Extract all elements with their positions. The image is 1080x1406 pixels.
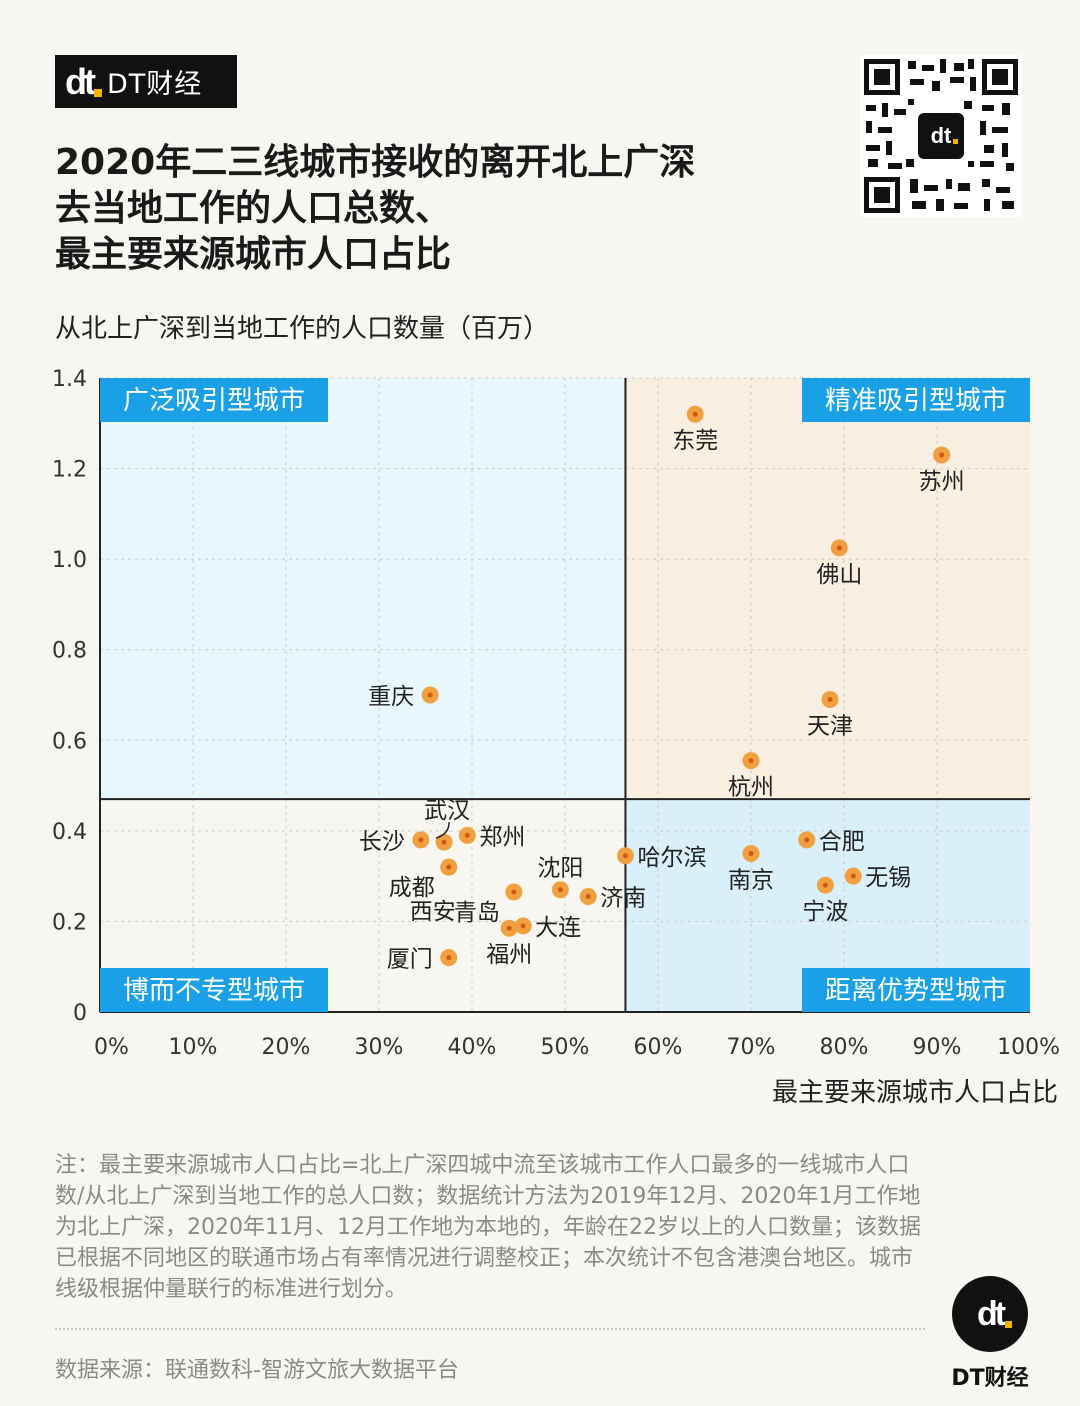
x-tick-label: 100% bbox=[997, 1035, 1060, 1060]
point-label-青岛: 青岛 bbox=[454, 900, 500, 926]
point-label-无锡: 无锡 bbox=[865, 865, 911, 891]
quadrant-label-top-left-bg bbox=[100, 378, 328, 422]
y-tick-label: 1.2 bbox=[52, 458, 87, 483]
brand-dot-icon bbox=[93, 88, 102, 97]
data-point-center bbox=[748, 758, 754, 764]
data-point-center bbox=[441, 839, 447, 845]
brand-logo-mark: dt bbox=[65, 63, 102, 100]
quadrant-label-top-right: 精准吸引型城市 bbox=[825, 386, 1007, 416]
point-label-济南: 济南 bbox=[600, 886, 646, 912]
qr-logo-text: dt bbox=[931, 123, 952, 148]
quadrant-label-bottom-left-bg bbox=[100, 968, 328, 1012]
x-tick-label: 20% bbox=[262, 1035, 311, 1060]
data-point-center bbox=[822, 882, 828, 888]
data-point-center bbox=[622, 853, 628, 859]
title-line-1: 2020年二三线城市接收的离开北上广深 bbox=[55, 142, 696, 183]
y-tick-label: 1.4 bbox=[52, 367, 87, 392]
data-point-center bbox=[836, 545, 842, 551]
data-point-center bbox=[520, 923, 526, 929]
data-point-center bbox=[464, 832, 470, 838]
brand-name: DT财经 bbox=[106, 69, 203, 100]
x-tick-label: 30% bbox=[355, 1035, 404, 1060]
footer-logo-mark: dt bbox=[977, 1297, 1013, 1331]
title-line-2: 去当地工作的人口总数、 bbox=[55, 188, 452, 229]
data-point-center bbox=[827, 697, 833, 703]
point-label-厦门: 厦门 bbox=[387, 947, 433, 973]
footnote: 注：最主要来源城市人口占比=北上广深四城中流至该城市工作人口最多的一线城市人口数… bbox=[55, 1153, 921, 1302]
y-axis-label: 从北上广深到当地工作的人口数量（百万） bbox=[55, 314, 550, 344]
point-label-合肥: 合肥 bbox=[819, 829, 865, 855]
data-point-center bbox=[511, 889, 517, 895]
data-point-center bbox=[939, 452, 945, 458]
point-label-西安: 西安 bbox=[410, 899, 456, 925]
data-point-center bbox=[427, 692, 433, 698]
quadrant-label-bottom-right-bg bbox=[802, 968, 1030, 1012]
y-tick-label: 0.4 bbox=[52, 820, 87, 845]
chart-title: 2020年二三线城市接收的离开北上广深 去当地工作的人口总数、 最主要来源城市人… bbox=[55, 140, 815, 278]
brand-badge: dt DT财经 bbox=[55, 55, 237, 108]
point-label-宁波: 宁波 bbox=[802, 899, 848, 925]
data-point-center bbox=[446, 864, 452, 870]
point-label-南京: 南京 bbox=[728, 868, 774, 894]
title-line-3: 最主要来源城市人口占比 bbox=[55, 234, 452, 275]
x-tick-label: 10% bbox=[169, 1035, 218, 1060]
data-point-center bbox=[692, 411, 698, 417]
x-tick-label: 80% bbox=[820, 1035, 869, 1060]
point-label-福州: 福州 bbox=[486, 942, 532, 968]
footer-logo-icon: dt bbox=[952, 1276, 1028, 1352]
data-point-center bbox=[748, 851, 754, 856]
quadrant-label-bottom-right: 距离优势型城市 bbox=[825, 976, 1007, 1006]
y-tick-label: 1.0 bbox=[52, 548, 87, 573]
y-tick-label: 0.8 bbox=[52, 639, 87, 664]
point-label-重庆: 重庆 bbox=[368, 684, 414, 710]
quadrant-label-bottom-left: 博而不专型城市 bbox=[123, 976, 305, 1006]
point-label-天津: 天津 bbox=[807, 714, 853, 740]
point-label-沈阳: 沈阳 bbox=[537, 856, 583, 882]
point-label-大连: 大连 bbox=[535, 915, 581, 941]
x-axis-label: 最主要来源城市人口占比 bbox=[771, 1078, 1058, 1108]
footer-brand-name: DT财经 bbox=[951, 1366, 1029, 1391]
data-point-center bbox=[850, 873, 856, 879]
point-label-苏州: 苏州 bbox=[919, 469, 965, 495]
quadrant-bg-top-right bbox=[625, 378, 1030, 800]
point-label-东莞: 东莞 bbox=[672, 428, 718, 454]
point-label-哈尔滨: 哈尔滨 bbox=[637, 845, 706, 871]
point-label-佛山: 佛山 bbox=[816, 562, 862, 588]
x-tick-label: 40% bbox=[448, 1035, 497, 1060]
y-tick-label: 0.6 bbox=[52, 729, 87, 754]
quadrant-label-top-right-bg bbox=[802, 378, 1030, 422]
data-point-center bbox=[506, 925, 512, 931]
data-point-center bbox=[446, 955, 452, 961]
source-divider bbox=[55, 1328, 925, 1330]
quadrant-bg-top-left bbox=[100, 378, 626, 800]
point-label-长沙: 长沙 bbox=[359, 829, 405, 855]
y-tick-label: 0 bbox=[73, 1001, 87, 1026]
point-label-杭州: 杭州 bbox=[728, 775, 774, 801]
point-label-成都: 成都 bbox=[389, 875, 435, 901]
x-tick-label: 50% bbox=[541, 1035, 590, 1060]
x-tick-label: 0% bbox=[94, 1035, 129, 1060]
x-tick-label: 70% bbox=[727, 1035, 776, 1060]
scatter-chart: 0 0.2 0.4 0.6 0.8 1.0 1.2 1.4 0% 10% 20% 30% 40% 50% 6… bbox=[52, 367, 1060, 1060]
x-tick-label: 90% bbox=[913, 1035, 962, 1060]
quadrant-label-top-left: 广泛吸引型城市 bbox=[123, 386, 305, 416]
data-source: 数据来源：联通数科-智游文旅大数据平台 bbox=[55, 1358, 459, 1383]
x-tick-label: 60% bbox=[634, 1035, 683, 1060]
point-label-武汉: 武汉 bbox=[424, 798, 470, 824]
point-label-郑州: 郑州 bbox=[479, 824, 525, 850]
data-point-center bbox=[557, 887, 563, 893]
data-point-center bbox=[418, 837, 424, 843]
data-point-center bbox=[804, 837, 810, 843]
qr-code-icon: dt bbox=[860, 55, 1022, 217]
brand-dot-icon bbox=[1005, 1321, 1013, 1328]
data-point-center bbox=[585, 894, 591, 900]
callout-line bbox=[435, 822, 450, 839]
y-tick-label: 0.2 bbox=[52, 910, 87, 935]
